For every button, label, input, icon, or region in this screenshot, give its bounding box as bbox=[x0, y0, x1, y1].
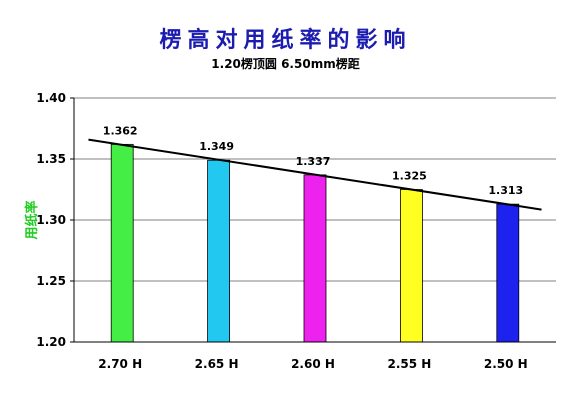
y-tick-label: 1.30 bbox=[36, 213, 66, 227]
labels: 1.362 2.70 H 1.349 2.65 H 1.337 2.60 H 1.325 2.… bbox=[98, 124, 527, 371]
data-label: 1.325 bbox=[392, 170, 427, 183]
trendline bbox=[88, 138, 542, 211]
bar bbox=[303, 174, 327, 343]
x-tick-label: 2.70 H bbox=[98, 357, 142, 371]
y-tick-label: 1.35 bbox=[36, 152, 66, 166]
chart-title: 楞高对用纸率的影响 bbox=[159, 27, 412, 53]
y-tick-label: 1.25 bbox=[36, 274, 66, 288]
y-axis-label: 用纸率 bbox=[24, 200, 40, 240]
bar bbox=[399, 189, 423, 343]
bar bbox=[110, 143, 134, 343]
x-tick-label: 2.55 H bbox=[387, 357, 431, 371]
data-label: 1.337 bbox=[296, 155, 331, 168]
chart-subtitle: 1.20楞顶圆 6.50mm楞距 bbox=[211, 57, 360, 71]
data-label: 1.362 bbox=[103, 124, 138, 137]
x-tick-label: 2.65 H bbox=[195, 357, 239, 371]
axes: 1.20 1.25 1.30 1.35 1.40 bbox=[36, 91, 556, 349]
x-tick-label: 2.60 H bbox=[291, 357, 335, 371]
y-tick-label: 1.20 bbox=[36, 335, 66, 349]
y-tick-label: 1.40 bbox=[36, 91, 66, 105]
bar bbox=[496, 203, 520, 343]
bar bbox=[207, 159, 231, 343]
x-tick-label: 2.50 H bbox=[484, 357, 528, 371]
data-label: 1.349 bbox=[199, 140, 234, 153]
data-label: 1.313 bbox=[488, 184, 523, 197]
trendline-line bbox=[88, 138, 542, 211]
